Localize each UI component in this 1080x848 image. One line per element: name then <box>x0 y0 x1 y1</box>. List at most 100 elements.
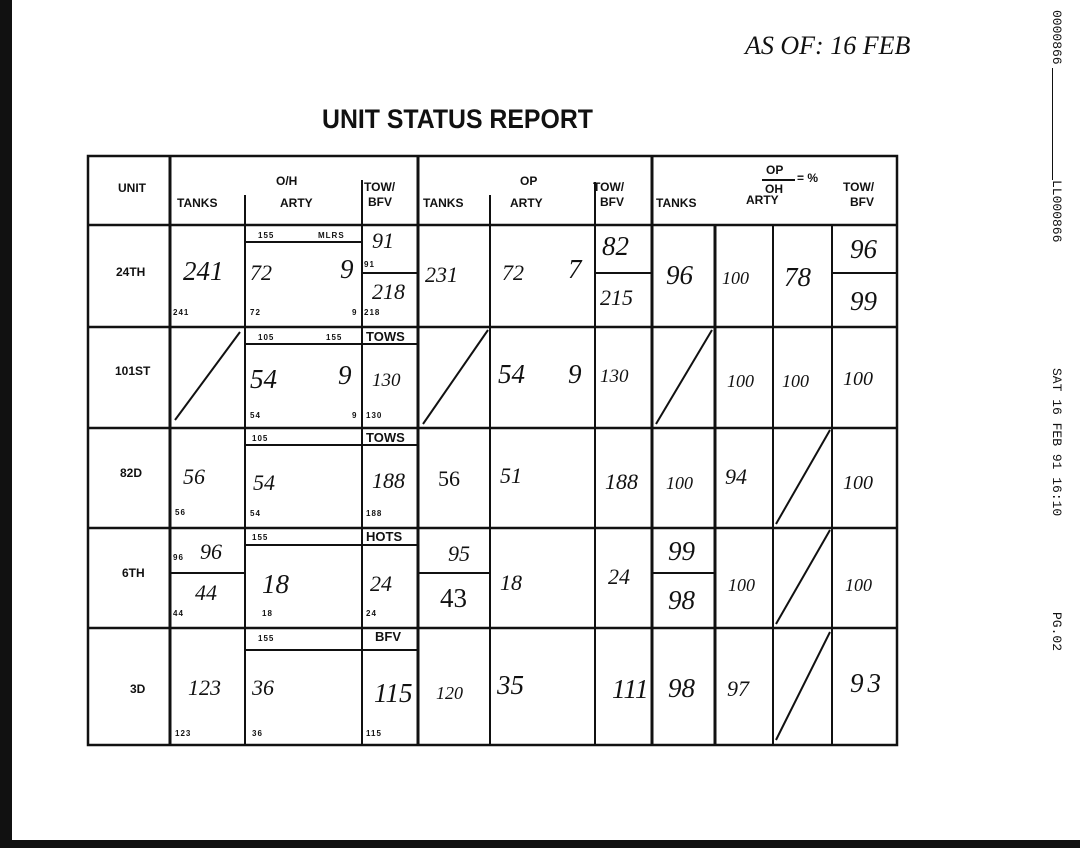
header-pct-tow: TOW/ <box>843 180 875 194</box>
page-title: UNIT STATUS REPORT <box>322 104 593 134</box>
header-oh-group: O/H <box>276 174 298 188</box>
unit-label: 82D <box>120 466 143 480</box>
op-tanks: 56 <box>438 466 460 491</box>
pct-tanks: 98 <box>668 673 695 703</box>
header-op-group: OP <box>520 174 538 188</box>
pct-arty: 100 <box>782 371 809 391</box>
weapon-type-label: TOWS <box>366 430 405 445</box>
pct-tanks: 100 <box>666 473 693 493</box>
pct-tow: 93 <box>850 668 885 698</box>
op-tow: 24 <box>608 564 630 589</box>
pct-arty: 100 <box>722 268 749 288</box>
op-tanks: 95 <box>448 541 470 566</box>
op-tow: 111 <box>612 674 649 704</box>
pct-tanks: 96 <box>666 260 693 290</box>
header-pct-tanks: TANKS <box>656 196 697 210</box>
op-arty: 7 <box>568 254 582 284</box>
unit-label: 6TH <box>122 566 145 580</box>
oh-tow: 24 <box>370 571 392 596</box>
unit-label: 24TH <box>116 265 146 279</box>
oh-bfv-printed: 218 <box>364 308 381 317</box>
op-arty: 54 <box>498 359 525 389</box>
header-pct-denominator: OH <box>765 182 783 196</box>
oh-tanks-printed: 241 <box>173 308 190 317</box>
arty-type-label: 155 <box>252 533 269 542</box>
oh-tow: 130 <box>372 370 401 391</box>
oh-tow-printed: 91 <box>364 260 375 269</box>
oh-tow-printed: 115 <box>366 729 382 738</box>
oh-tanks-printed: 44 <box>173 609 184 618</box>
arty-type-label: 155 <box>258 634 275 643</box>
oh-tanks: 96 <box>200 539 222 564</box>
op-arty: 18 <box>500 570 522 595</box>
op-tanks: 120 <box>436 683 463 703</box>
oh-arty: 9 <box>338 360 352 390</box>
oh-arty: 72 <box>250 260 272 285</box>
arty-type-label: 105 <box>258 333 275 342</box>
oh-arty-printed: 36 <box>252 729 263 738</box>
weapon-type-label: HOTS <box>366 529 403 544</box>
pct-tow: 100 <box>843 472 873 494</box>
oh-tow: 188 <box>372 468 405 493</box>
oh-arty-printed: 9 <box>352 411 358 420</box>
unit-label: 101ST <box>115 364 151 378</box>
header-oh-tow: TOW/ <box>364 180 396 194</box>
op-arty: 51 <box>500 463 522 488</box>
pct-arty: 94 <box>725 464 747 489</box>
header-pct-suffix: = % <box>797 171 819 185</box>
pct-tanks: 99 <box>668 536 695 566</box>
oh-tow: 115 <box>374 678 413 708</box>
oh-arty-printed: 54 <box>250 411 261 420</box>
header-unit: UNIT <box>118 181 146 195</box>
header-pct-bfv: BFV <box>850 195 874 209</box>
oh-tow-printed: 130 <box>366 411 383 420</box>
op-bfv: 215 <box>600 285 633 310</box>
oh-arty-printed: 54 <box>250 509 261 518</box>
oh-tanks-printed: 96 <box>173 553 184 562</box>
as-of-date: AS OF: 16 FEB <box>745 31 911 60</box>
op-tanks: 231 <box>425 262 458 287</box>
pct-arty: 100 <box>727 371 754 391</box>
pct-tow: 100 <box>843 368 873 390</box>
oh-arty-printed: 18 <box>262 609 273 618</box>
oh-tow: 91 <box>372 228 394 253</box>
arty-type-label: 155 <box>258 231 275 240</box>
pct-arty: 78 <box>784 262 811 292</box>
arty-type-label: 155 <box>326 333 343 342</box>
weapon-type-label: TOWS <box>366 329 405 344</box>
oh-arty: 54 <box>250 364 277 394</box>
pct-arty: 97 <box>727 676 749 701</box>
op-arty: 72 <box>502 260 524 285</box>
oh-arty: 36 <box>252 675 274 700</box>
header-op-bfv: BFV <box>600 195 624 209</box>
oh-bfv: 218 <box>372 279 405 304</box>
scan-edge-bottom <box>0 840 1080 848</box>
header-oh-tanks: TANKS <box>177 196 218 210</box>
header-pct-arty: ARTY <box>746 193 779 207</box>
oh-arty: 54 <box>253 470 275 495</box>
header-oh-arty: ARTY <box>280 196 313 210</box>
pct-tow: 100 <box>845 575 872 595</box>
op-arty: 9 <box>568 359 582 389</box>
header-oh-bfv: BFV <box>368 195 392 209</box>
op-tow: 188 <box>605 469 638 494</box>
scan-edge-left <box>0 0 12 848</box>
arty-type-label: MLRS <box>318 231 345 240</box>
oh-tanks: 56 <box>183 464 205 489</box>
header-op-arty: ARTY <box>510 196 543 210</box>
op-arty: 35 <box>497 670 524 700</box>
oh-tanks-printed: 56 <box>175 508 186 517</box>
not-applicable-slashes <box>174 329 831 741</box>
oh-arty-printed: 9 <box>352 308 358 317</box>
arty-type-label: 105 <box>252 434 269 443</box>
oh-arty-printed: 72 <box>250 308 261 317</box>
op-tow: 130 <box>600 366 629 387</box>
oh-arty: 18 <box>262 569 289 599</box>
header-op-tow: TOW/ <box>593 180 625 194</box>
pct-tow: 96 <box>850 234 877 264</box>
pct-arty: 100 <box>728 575 755 595</box>
op-tanks: 43 <box>440 583 467 613</box>
header-op-tanks: TANKS <box>423 196 464 210</box>
oh-tow-printed: 24 <box>366 609 377 618</box>
